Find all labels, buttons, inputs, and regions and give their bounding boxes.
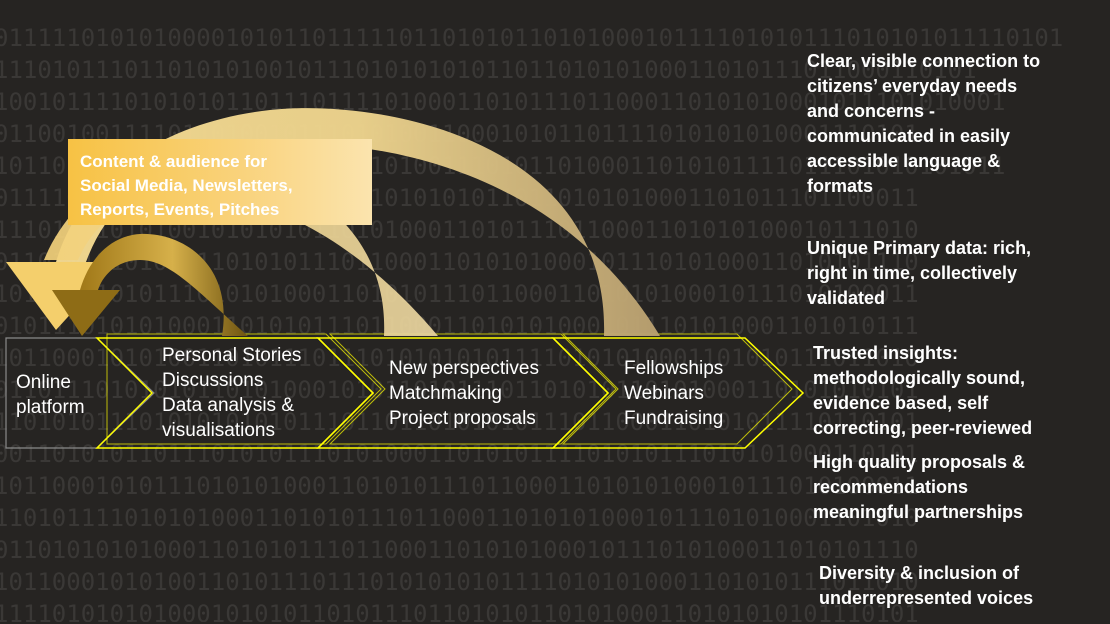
stage-line: Fellowships [624, 358, 724, 379]
outcome-line: High quality proposals & [813, 452, 1026, 472]
outcome-high-quality-proposals: High quality proposals & recommendations… [813, 450, 1025, 525]
stage-line: Data analysis & [162, 395, 295, 416]
stage-line: Discussions [162, 370, 264, 391]
stage-chevron-new-perspectives-inner [328, 333, 617, 445]
feedback-arc-large [56, 108, 660, 336]
content-box-line: Social Media, Newsletters, [80, 176, 293, 195]
outcome-diversity-inclusion: Diversity & inclusion of underrepresente… [819, 561, 1033, 611]
binary-line: 1111010101010001010101101011101101010110… [0, 600, 919, 622]
outcome-line: meaningful partnerships [813, 502, 1024, 522]
outcome-line: validated [807, 288, 886, 308]
content-audience-box: Content & audience for Social Media, New… [68, 139, 372, 225]
content-box-line: Reports, Events, Pitches [80, 200, 280, 219]
outcome-line: citizens’ everyday needs [807, 76, 1018, 96]
binary-line: 1011000101011101010100011010101110110001… [0, 472, 919, 500]
stage-online-platform-text: Online platform [16, 370, 85, 420]
stage-line: New perspectives [389, 358, 539, 379]
binary-line: 0110101010100011010101110110001101010100… [0, 536, 919, 564]
binary-line: 1110101110110101010010111010101010110110… [0, 56, 977, 84]
binary-line: 0111110101010000101011011111011010101101… [0, 24, 1064, 52]
binary-line: 0011010101101110101011101010001101010111… [0, 440, 919, 468]
outcome-line: and concerns - [807, 101, 936, 121]
stage-line: Project proposals [389, 408, 536, 429]
binary-line: 1101011110101010001101010111011000110101… [0, 504, 919, 532]
stage-fellowships-text: Fellowships Webinars Fundraising [624, 356, 723, 431]
stage-line: Matchmaking [389, 383, 502, 404]
stage-line: Webinars [624, 383, 704, 404]
binary-line: 1011000101011101010100011010101110110001… [0, 280, 919, 308]
outcome-line: Diversity & inclusion of [819, 563, 1020, 583]
outcome-line: recommendations [813, 477, 969, 497]
outcome-line: methodologically sound, [813, 368, 1026, 388]
outcome-line: Clear, visible connection to [807, 51, 1041, 71]
binary-line: 1001011110101010110111011110100011010111… [0, 88, 1006, 116]
outcome-line: formats [807, 176, 874, 196]
stage-line: Personal Stories [162, 345, 302, 366]
stage-chevron-fellowships-inner [561, 333, 793, 445]
binary-line: 0101110101010001101010111011000110101010… [0, 312, 919, 340]
stage-line: platform [16, 397, 85, 418]
stage-chevron-personal-stories-inner [106, 333, 382, 445]
stage-line: Online [16, 372, 71, 393]
binary-line: 0110111010101011010100010101101011101101… [0, 376, 919, 404]
stage-chevron-fellowships [551, 337, 805, 449]
outcome-line: accessible language & [807, 151, 1001, 171]
stage-line: Fundraising [624, 408, 724, 429]
outcome-line: communicated in easily [807, 126, 1011, 146]
outcome-clear-connection: Clear, visible connection to citizens’ e… [807, 49, 1040, 199]
content-box-line: Content & audience for [80, 152, 268, 171]
feedback-arc-small [80, 233, 248, 336]
outcome-line: Unique Primary data: rich, [807, 238, 1032, 258]
outcome-trusted-insights: Trusted insights: methodologically sound… [813, 341, 1032, 441]
outcome-unique-primary-data: Unique Primary data: rich, right in time… [807, 236, 1031, 311]
feedback-arrowhead-small [52, 290, 120, 336]
stage-new-perspectives-text: New perspectives Matchmaking Project pro… [389, 356, 539, 431]
outcome-line: correcting, peer-reviewed [813, 418, 1033, 438]
binary-line: 1011000101010011010111011101010101011110… [0, 568, 919, 596]
stage-personal-stories-text: Personal Stories Discussions Data analys… [162, 343, 301, 443]
outcome-line: Trusted insights: [813, 343, 959, 363]
outcome-line: right in time, collectively [807, 263, 1018, 283]
outcome-line: underrepresented voices [819, 588, 1034, 608]
outcome-line: evidence based, self [813, 393, 989, 413]
binary-line: 1101010111010101010101110110110101010111… [0, 408, 919, 436]
stage-line: visualisations [162, 420, 275, 441]
